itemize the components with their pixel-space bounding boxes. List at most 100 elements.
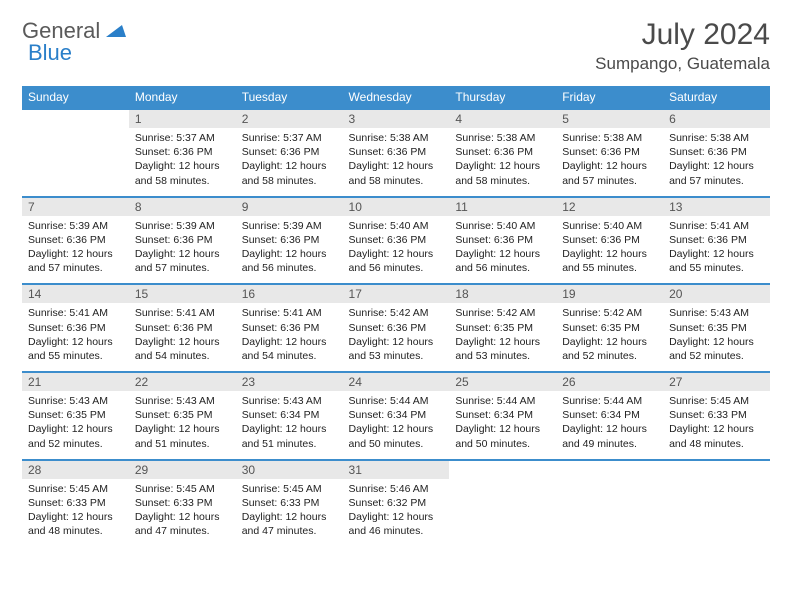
daylight-line-1: Daylight: 12 hours xyxy=(349,159,444,173)
day-number: 13 xyxy=(663,196,770,216)
sunrise-line: Sunrise: 5:39 AM xyxy=(135,219,230,233)
sunset-line: Sunset: 6:36 PM xyxy=(455,145,550,159)
daylight-line-2: and 55 minutes. xyxy=(28,349,123,363)
sunrise-line: Sunrise: 5:40 AM xyxy=(349,219,444,233)
sunrise-line: Sunrise: 5:38 AM xyxy=(669,131,764,145)
sunset-line: Sunset: 6:35 PM xyxy=(669,321,764,335)
sunrise-line: Sunrise: 5:45 AM xyxy=(28,482,123,496)
daylight-line-2: and 52 minutes. xyxy=(28,437,123,451)
daylight-line-1: Daylight: 12 hours xyxy=(135,159,230,173)
day-number: 1 xyxy=(129,108,236,128)
sunrise-line: Sunrise: 5:38 AM xyxy=(562,131,657,145)
sunrise-line: Sunrise: 5:40 AM xyxy=(562,219,657,233)
daylight-line-2: and 54 minutes. xyxy=(242,349,337,363)
day-body: Sunrise: 5:38 AMSunset: 6:36 PMDaylight:… xyxy=(449,128,556,196)
dow-wednesday: Wednesday xyxy=(343,86,450,108)
daylight-line-1: Daylight: 12 hours xyxy=(242,510,337,524)
calendar-cell: 1Sunrise: 5:37 AMSunset: 6:36 PMDaylight… xyxy=(129,108,236,196)
daylight-line-1: Daylight: 12 hours xyxy=(455,335,550,349)
sunrise-line: Sunrise: 5:37 AM xyxy=(242,131,337,145)
sunset-line: Sunset: 6:33 PM xyxy=(669,408,764,422)
daylight-line-1: Daylight: 12 hours xyxy=(28,422,123,436)
sunset-line: Sunset: 6:36 PM xyxy=(349,233,444,247)
sunset-line: Sunset: 6:36 PM xyxy=(349,321,444,335)
calendar-week: 21Sunrise: 5:43 AMSunset: 6:35 PMDayligh… xyxy=(22,371,770,459)
day-number: 31 xyxy=(343,459,450,479)
daylight-line-2: and 47 minutes. xyxy=(242,524,337,538)
calendar-cell: 5Sunrise: 5:38 AMSunset: 6:36 PMDaylight… xyxy=(556,108,663,196)
sunset-line: Sunset: 6:32 PM xyxy=(349,496,444,510)
calendar-cell: 14Sunrise: 5:41 AMSunset: 6:36 PMDayligh… xyxy=(22,283,129,371)
sunset-line: Sunset: 6:36 PM xyxy=(669,145,764,159)
logo-blue-row: Blue xyxy=(28,40,72,66)
day-body: Sunrise: 5:45 AMSunset: 6:33 PMDaylight:… xyxy=(236,479,343,547)
daylight-line-1: Daylight: 12 hours xyxy=(242,159,337,173)
daylight-line-1: Daylight: 12 hours xyxy=(135,335,230,349)
sunrise-line: Sunrise: 5:44 AM xyxy=(349,394,444,408)
daylight-line-2: and 58 minutes. xyxy=(349,174,444,188)
day-number: 18 xyxy=(449,283,556,303)
sunset-line: Sunset: 6:34 PM xyxy=(242,408,337,422)
sunrise-line: Sunrise: 5:41 AM xyxy=(669,219,764,233)
calendar-week: 28Sunrise: 5:45 AMSunset: 6:33 PMDayligh… xyxy=(22,459,770,547)
sunset-line: Sunset: 6:36 PM xyxy=(28,233,123,247)
day-number: 30 xyxy=(236,459,343,479)
sunset-line: Sunset: 6:35 PM xyxy=(562,321,657,335)
calendar-week: 1Sunrise: 5:37 AMSunset: 6:36 PMDaylight… xyxy=(22,108,770,196)
day-number: 14 xyxy=(22,283,129,303)
title-block: July 2024 Sumpango, Guatemala xyxy=(595,18,770,74)
daylight-line-1: Daylight: 12 hours xyxy=(28,510,123,524)
sunrise-line: Sunrise: 5:43 AM xyxy=(135,394,230,408)
calendar-cell: 25Sunrise: 5:44 AMSunset: 6:34 PMDayligh… xyxy=(449,371,556,459)
day-number: 28 xyxy=(22,459,129,479)
sunrise-line: Sunrise: 5:44 AM xyxy=(455,394,550,408)
dow-thursday: Thursday xyxy=(449,86,556,108)
sunset-line: Sunset: 6:36 PM xyxy=(242,145,337,159)
sunset-line: Sunset: 6:33 PM xyxy=(242,496,337,510)
daylight-line-1: Daylight: 12 hours xyxy=(562,159,657,173)
daylight-line-2: and 58 minutes. xyxy=(242,174,337,188)
sunrise-line: Sunrise: 5:39 AM xyxy=(28,219,123,233)
sunset-line: Sunset: 6:36 PM xyxy=(135,321,230,335)
calendar-cell: 18Sunrise: 5:42 AMSunset: 6:35 PMDayligh… xyxy=(449,283,556,371)
daylight-line-2: and 56 minutes. xyxy=(349,261,444,275)
daylight-line-1: Daylight: 12 hours xyxy=(135,510,230,524)
dow-saturday: Saturday xyxy=(663,86,770,108)
logo-text-blue: Blue xyxy=(28,40,72,65)
day-body: Sunrise: 5:39 AMSunset: 6:36 PMDaylight:… xyxy=(129,216,236,284)
daylight-line-1: Daylight: 12 hours xyxy=(669,247,764,261)
sunrise-line: Sunrise: 5:41 AM xyxy=(135,306,230,320)
calendar-cell: 6Sunrise: 5:38 AMSunset: 6:36 PMDaylight… xyxy=(663,108,770,196)
calendar-cell: 30Sunrise: 5:45 AMSunset: 6:33 PMDayligh… xyxy=(236,459,343,547)
sunset-line: Sunset: 6:36 PM xyxy=(562,233,657,247)
location: Sumpango, Guatemala xyxy=(595,54,770,74)
sunset-line: Sunset: 6:34 PM xyxy=(455,408,550,422)
sunset-line: Sunset: 6:35 PM xyxy=(28,408,123,422)
day-body: Sunrise: 5:40 AMSunset: 6:36 PMDaylight:… xyxy=(556,216,663,284)
sunrise-line: Sunrise: 5:41 AM xyxy=(28,306,123,320)
calendar-cell xyxy=(663,459,770,547)
day-body: Sunrise: 5:43 AMSunset: 6:34 PMDaylight:… xyxy=(236,391,343,459)
day-body: Sunrise: 5:39 AMSunset: 6:36 PMDaylight:… xyxy=(22,216,129,284)
sunrise-line: Sunrise: 5:43 AM xyxy=(669,306,764,320)
daylight-line-2: and 57 minutes. xyxy=(669,174,764,188)
calendar-cell: 17Sunrise: 5:42 AMSunset: 6:36 PMDayligh… xyxy=(343,283,450,371)
sunset-line: Sunset: 6:33 PM xyxy=(135,496,230,510)
calendar-body: 1Sunrise: 5:37 AMSunset: 6:36 PMDaylight… xyxy=(22,108,770,546)
day-body: Sunrise: 5:45 AMSunset: 6:33 PMDaylight:… xyxy=(22,479,129,547)
sunset-line: Sunset: 6:36 PM xyxy=(669,233,764,247)
sunrise-line: Sunrise: 5:39 AM xyxy=(242,219,337,233)
day-number: 4 xyxy=(449,108,556,128)
calendar-cell: 3Sunrise: 5:38 AMSunset: 6:36 PMDaylight… xyxy=(343,108,450,196)
sunset-line: Sunset: 6:35 PM xyxy=(135,408,230,422)
day-number: 5 xyxy=(556,108,663,128)
daylight-line-2: and 52 minutes. xyxy=(669,349,764,363)
day-number: 20 xyxy=(663,283,770,303)
sunrise-line: Sunrise: 5:38 AM xyxy=(349,131,444,145)
sunrise-line: Sunrise: 5:43 AM xyxy=(28,394,123,408)
day-number: 16 xyxy=(236,283,343,303)
sunrise-line: Sunrise: 5:46 AM xyxy=(349,482,444,496)
daylight-line-2: and 53 minutes. xyxy=(455,349,550,363)
calendar-cell: 16Sunrise: 5:41 AMSunset: 6:36 PMDayligh… xyxy=(236,283,343,371)
logo-triangle-icon xyxy=(106,21,126,42)
